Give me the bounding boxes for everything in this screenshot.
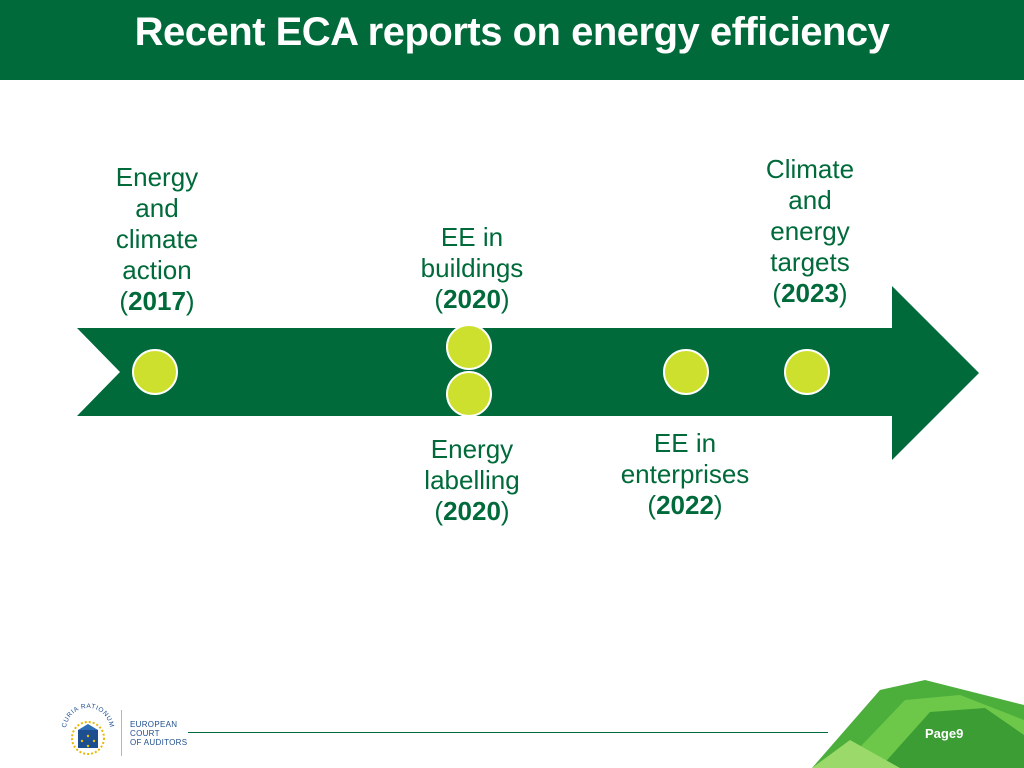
paren-close: ) <box>500 284 510 314</box>
milestone-dot-buildings-2020[interactable] <box>446 324 492 370</box>
paren-open: ( <box>772 278 782 308</box>
paren-close: ) <box>838 278 848 308</box>
org-line3: OF AUDITORS <box>130 738 188 747</box>
milestone-label-labelling-2020: Energy labelling (2020) <box>407 434 537 527</box>
milestone-text: Energy labelling <box>424 434 520 495</box>
paren-open: ( <box>119 286 129 316</box>
paren-close: ) <box>500 496 510 526</box>
milestone-dot-2023[interactable] <box>784 349 830 395</box>
paren-close: ) <box>713 490 723 520</box>
milestone-dot-2022[interactable] <box>663 349 709 395</box>
paren-open: ( <box>434 496 444 526</box>
page-number-value: 9 <box>956 726 964 741</box>
milestone-year: 2023 <box>781 278 839 308</box>
milestone-text: EE in buildings <box>420 222 524 283</box>
milestone-text: Energy and climate action <box>115 162 199 285</box>
milestone-text: EE in enterprises <box>620 428 750 489</box>
paren-close: ) <box>185 286 195 316</box>
paren-open: ( <box>647 490 657 520</box>
milestone-label-2022: EE in enterprises (2022) <box>610 428 760 521</box>
milestone-label-2023: Climate and energy targets (2023) <box>745 154 875 309</box>
paren-open: ( <box>434 284 444 314</box>
milestone-year: 2017 <box>128 286 186 316</box>
eca-logo: CURIA RATIONUM <box>61 703 114 755</box>
title-bar: Recent ECA reports on energy efficiency <box>0 0 1024 80</box>
milestone-dot-labelling-2020[interactable] <box>446 371 492 417</box>
page-label: Page <box>925 726 957 741</box>
milestone-year: 2020 <box>443 284 501 314</box>
milestone-label-2017: Energy and climate action (2017) <box>97 162 217 317</box>
milestone-year: 2020 <box>443 496 501 526</box>
logo-separator <box>121 710 122 756</box>
footer-divider <box>188 732 828 733</box>
milestone-label-buildings-2020: EE in buildings (2020) <box>402 222 542 315</box>
slide-title: Recent ECA reports on energy efficiency <box>134 10 890 54</box>
org-line1: EUROPEAN <box>130 720 178 729</box>
milestone-dot-2017[interactable] <box>132 349 178 395</box>
org-line2: COURT <box>130 729 160 738</box>
timeline-arrow <box>77 286 979 460</box>
organization-name: EUROPEAN COURT OF AUDITORS <box>130 720 187 747</box>
milestone-text: Climate and energy targets <box>765 154 855 277</box>
milestone-year: 2022 <box>656 490 714 520</box>
page-number: Page9 <box>925 726 963 741</box>
